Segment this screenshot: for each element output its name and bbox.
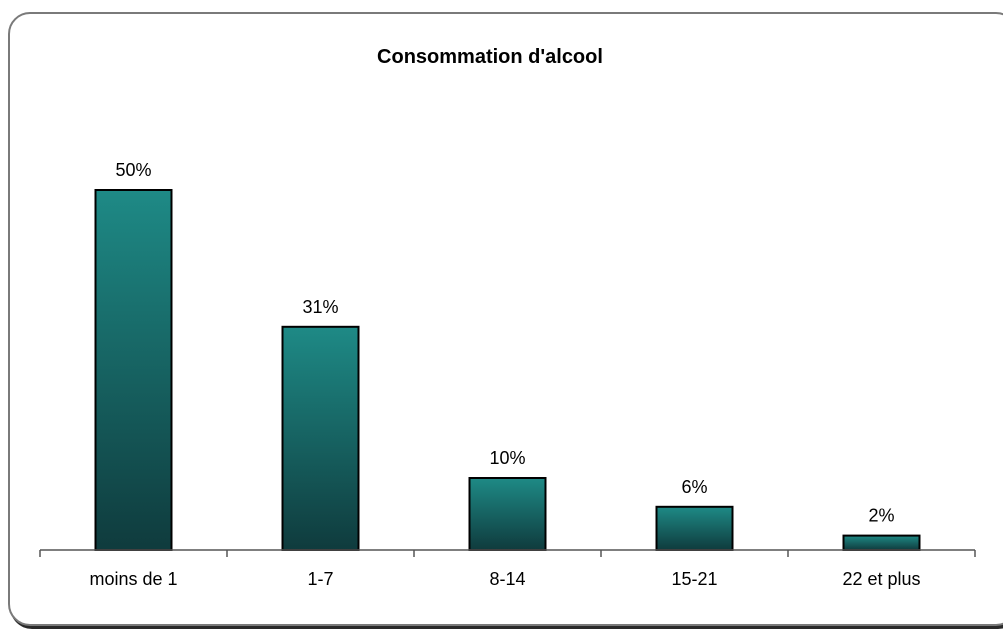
- category-tick-label: 8-14: [489, 569, 525, 589]
- bar: [842, 534, 921, 551]
- category-tick-label: 15-21: [671, 569, 717, 589]
- data-label: 2%: [868, 506, 894, 526]
- bar: [468, 477, 547, 551]
- bar: [655, 505, 734, 551]
- data-label: 6%: [681, 477, 707, 497]
- category-tick-label: 1-7: [307, 569, 333, 589]
- category-tick-label: 22 et plus: [842, 569, 920, 589]
- bar: [94, 189, 173, 551]
- data-label: 50%: [115, 160, 151, 180]
- data-label: 31%: [302, 297, 338, 317]
- data-label: 10%: [489, 448, 525, 468]
- bar: [281, 325, 360, 551]
- category-tick-label: moins de 1: [89, 569, 177, 589]
- bars-layer: [94, 189, 921, 551]
- x-axis: [39, 549, 976, 557]
- chart-title: Consommation d'alcool: [377, 46, 603, 68]
- labels-layer: 50% moins de 1 31% 1-7 10% 8-14 6% 15-21 2% 22 et…: [89, 160, 920, 589]
